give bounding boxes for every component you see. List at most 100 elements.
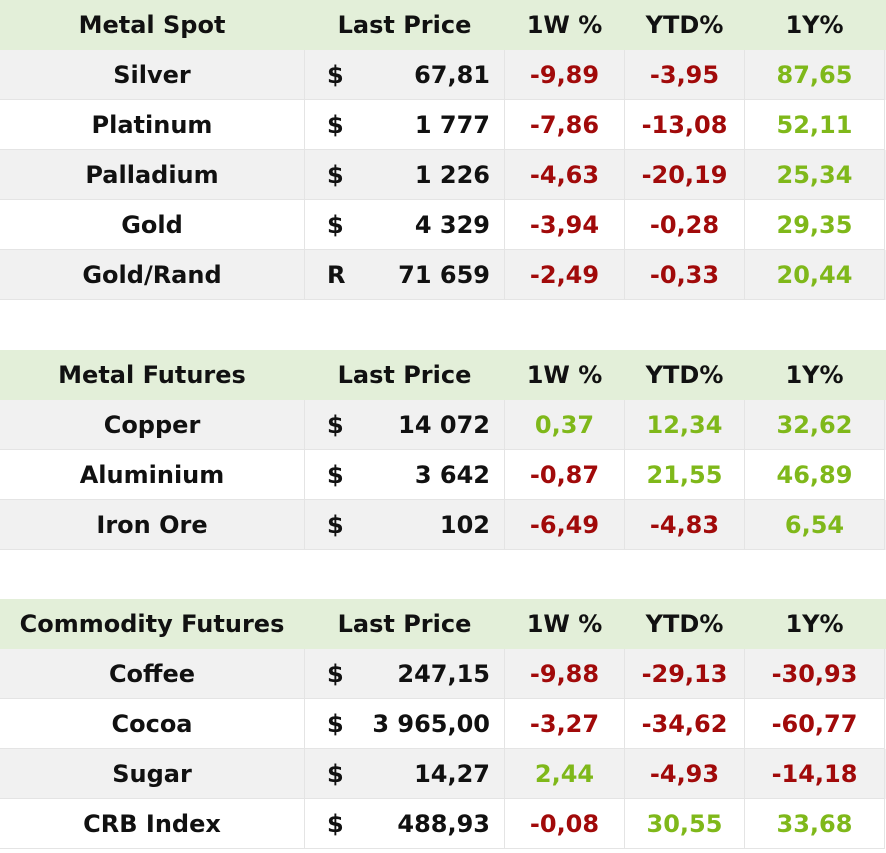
one-year-change: 52,11	[745, 100, 885, 150]
ytd-change: -3,95	[625, 50, 745, 100]
currency-symbol: $	[305, 100, 360, 150]
section-metal-spot-table: Metal Spot Last Price 1W % YTD% 1Y% Silver $67…	[0, 0, 886, 300]
currency-symbol: $	[305, 50, 360, 100]
ytd-change: 30,55	[625, 799, 745, 849]
one-year-change: 32,62	[745, 400, 885, 450]
section-metal-futures-table: Metal Futures Last Price 1W % YTD% 1Y% Copper…	[0, 350, 886, 550]
one-week-header: 1W %	[505, 350, 625, 400]
one-year-change: 29,35	[745, 200, 885, 250]
ytd-change: -13,08	[625, 100, 745, 150]
commodity-name: Aluminium	[0, 450, 305, 500]
one-week-header: 1W %	[505, 599, 625, 649]
commodity-name: CRB Index	[0, 799, 305, 849]
one-year-change: -60,77	[745, 699, 885, 749]
section-title: Metal Spot	[0, 0, 305, 50]
currency-symbol: $	[305, 749, 360, 799]
last-price-value: 67,81	[360, 50, 505, 100]
currency-symbol: $	[305, 450, 360, 500]
table-row: Iron Ore $102 -6,49 -4,83 6,54	[0, 500, 886, 550]
table-row: Coffee $247,15 -9,88 -29,13 -30,93	[0, 649, 886, 699]
last-price-header: Last Price	[305, 350, 505, 400]
ytd-change: 12,34	[625, 400, 745, 450]
one-week-change: 0,37	[505, 400, 625, 450]
currency-symbol: $	[305, 500, 360, 550]
commodity-name: Silver	[0, 50, 305, 100]
table-header-row: Metal Spot Last Price 1W % YTD% 1Y%	[0, 0, 886, 50]
commodity-name: Sugar	[0, 749, 305, 799]
section-commodity-futures-table: Commodity Futures Last Price 1W % YTD% 1Y% Co…	[0, 599, 886, 849]
one-week-change: 2,44	[505, 749, 625, 799]
one-year-change: 20,44	[745, 250, 885, 300]
ytd-change: -4,83	[625, 500, 745, 550]
ytd-header: YTD%	[625, 0, 745, 50]
commodity-name: Platinum	[0, 100, 305, 150]
one-week-change: -7,86	[505, 100, 625, 150]
last-price-header: Last Price	[305, 599, 505, 649]
table-row: Silver $67,81 -9,89 -3,95 87,65	[0, 50, 886, 100]
one-year-change: 46,89	[745, 450, 885, 500]
table-row: Gold $4 329 -3,94 -0,28 29,35	[0, 200, 886, 250]
ytd-change: -34,62	[625, 699, 745, 749]
commodity-name: Iron Ore	[0, 500, 305, 550]
ytd-change: -0,28	[625, 200, 745, 250]
one-week-change: -6,49	[505, 500, 625, 550]
one-year-change: 25,34	[745, 150, 885, 200]
one-year-header: 1Y%	[745, 0, 885, 50]
currency-symbol: $	[305, 400, 360, 450]
currency-symbol: $	[305, 200, 360, 250]
commodity-name: Gold	[0, 200, 305, 250]
section-title: Metal Futures	[0, 350, 305, 400]
table-row: Gold/Rand R 71 659 -2,49 -0,33 20,44	[0, 250, 886, 300]
section-title: Commodity Futures	[0, 599, 305, 649]
currency-symbol: R	[305, 250, 360, 300]
last-price-value: 488,93	[360, 799, 505, 849]
one-year-change: 6,54	[745, 500, 885, 550]
ytd-change: -20,19	[625, 150, 745, 200]
table-row: CRB Index $488,93 -0,08 30,55 33,68	[0, 799, 886, 849]
ytd-header: YTD%	[625, 599, 745, 649]
last-price-value: 1 226	[360, 150, 505, 200]
one-year-change: -14,18	[745, 749, 885, 799]
table-row: Aluminium $3 642 -0,87 21,55 46,89	[0, 450, 886, 500]
ytd-change: -0,33	[625, 250, 745, 300]
ytd-change: -4,93	[625, 749, 745, 799]
last-price-value: 14 072	[360, 400, 505, 450]
commodity-name: Copper	[0, 400, 305, 450]
commodity-name: Coffee	[0, 649, 305, 699]
last-price-value: 3 642	[360, 450, 505, 500]
table-row: Platinum $1 777 -7,86 -13,08 52,11	[0, 100, 886, 150]
commodity-name: Cocoa	[0, 699, 305, 749]
last-price-value: 14,27	[360, 749, 505, 799]
ytd-header: YTD%	[625, 350, 745, 400]
one-week-change: -9,89	[505, 50, 625, 100]
commodity-name: Gold/Rand	[0, 250, 305, 300]
currency-symbol: $	[305, 799, 360, 849]
table-header-row: Metal Futures Last Price 1W % YTD% 1Y%	[0, 350, 886, 400]
ytd-change: 21,55	[625, 450, 745, 500]
one-year-change: 33,68	[745, 799, 885, 849]
one-week-change: -2,49	[505, 250, 625, 300]
one-week-change: -4,63	[505, 150, 625, 200]
commodity-name: Palladium	[0, 150, 305, 200]
one-week-change: -3,27	[505, 699, 625, 749]
one-week-change: -3,94	[505, 200, 625, 250]
one-week-change: -0,08	[505, 799, 625, 849]
one-year-header: 1Y%	[745, 599, 885, 649]
currency-symbol: $	[305, 150, 360, 200]
table-row: Copper $14 072 0,37 12,34 32,62	[0, 400, 886, 450]
one-year-change: 87,65	[745, 50, 885, 100]
one-week-change: -9,88	[505, 649, 625, 699]
last-price-value: 3 965,00	[360, 699, 505, 749]
currency-symbol: $	[305, 649, 360, 699]
one-week-header: 1W %	[505, 0, 625, 50]
table-header-row: Commodity Futures Last Price 1W % YTD% 1Y%	[0, 599, 886, 649]
last-price-value: 102	[360, 500, 505, 550]
last-price-value: 71 659	[360, 250, 505, 300]
last-price-header: Last Price	[305, 0, 505, 50]
last-price-value: 4 329	[360, 200, 505, 250]
table-row: Cocoa $3 965,00 -3,27 -34,62 -60,77	[0, 699, 886, 749]
one-year-header: 1Y%	[745, 350, 885, 400]
ytd-change: -29,13	[625, 649, 745, 699]
table-row: Sugar $14,27 2,44 -4,93 -14,18	[0, 749, 886, 799]
one-year-change: -30,93	[745, 649, 885, 699]
